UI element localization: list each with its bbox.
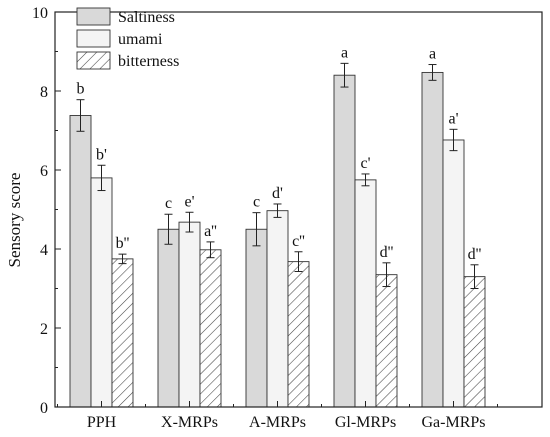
significance-label: d'' bbox=[380, 244, 394, 261]
x-tick-label: A-MRPs bbox=[249, 414, 306, 431]
legend-label-umami: umami bbox=[118, 31, 163, 48]
error-bar-saltiness-ga-mrps bbox=[428, 64, 437, 81]
error-bar-bitterness-x-mrps bbox=[206, 241, 215, 259]
significance-label: a' bbox=[449, 110, 459, 127]
bar-umami-gl-mrps bbox=[354, 179, 377, 408]
error-bar-umami-ga-mrps bbox=[449, 128, 458, 152]
bar-bitterness-gl-mrps bbox=[375, 274, 398, 408]
bar-umami-pph bbox=[90, 177, 113, 408]
error-bar-bitterness-gl-mrps bbox=[382, 262, 391, 288]
error-bar-umami-x-mrps bbox=[185, 211, 194, 233]
error-bar-saltiness-pph bbox=[76, 99, 85, 132]
y-axis-title: Sensory score bbox=[5, 173, 24, 268]
x-tick-label: PPH bbox=[87, 414, 117, 431]
significance-label: c' bbox=[361, 155, 371, 172]
y-tick-label: 4 bbox=[40, 242, 48, 259]
error-bar-umami-gl-mrps bbox=[361, 173, 370, 187]
significance-label: e' bbox=[185, 193, 195, 210]
y-tick-label: 6 bbox=[40, 163, 48, 180]
bar-saltiness-ga-mrps bbox=[421, 71, 444, 408]
bar-umami-x-mrps bbox=[178, 221, 201, 408]
legend-label-bitterness: bitterness bbox=[118, 53, 179, 70]
significance-label: a bbox=[429, 46, 436, 63]
bar-saltiness-x-mrps bbox=[157, 228, 180, 408]
bar-bitterness-pph bbox=[111, 258, 134, 408]
significance-label: a bbox=[341, 44, 348, 61]
legend-label-saltiness: Saltiness bbox=[118, 9, 175, 26]
error-bar-bitterness-pph bbox=[118, 253, 127, 265]
error-bar-bitterness-ga-mrps bbox=[470, 264, 479, 289]
bar-bitterness-ga-mrps bbox=[463, 276, 486, 408]
y-tick-label: 10 bbox=[32, 5, 48, 22]
legend-swatch-saltiness bbox=[76, 7, 111, 26]
y-tick-label: 8 bbox=[40, 84, 48, 101]
error-bar-saltiness-a-mrps bbox=[252, 212, 261, 247]
x-ticks-layer: PPH X-MRPs A-MRPs Gl-MRPs Ga-MRPs bbox=[57, 401, 498, 431]
legend-swatch-bitterness bbox=[76, 51, 111, 70]
significance-labels-layer: b c c a a b' e' d' c' a' b'' a'' c'' d'' d'' bbox=[77, 44, 482, 262]
error-bar-umami-pph bbox=[97, 164, 106, 192]
error-bar-saltiness-gl-mrps bbox=[340, 62, 349, 88]
error-bars-layer bbox=[76, 62, 479, 289]
bar-saltiness-gl-mrps bbox=[333, 74, 356, 408]
bar-umami-a-mrps bbox=[266, 210, 289, 408]
error-bar-bitterness-a-mrps bbox=[294, 251, 303, 273]
bars-layer bbox=[69, 71, 486, 408]
bar-bitterness-a-mrps bbox=[287, 261, 310, 408]
error-bar-saltiness-x-mrps bbox=[164, 213, 173, 245]
legend: Saltiness umami bitterness bbox=[76, 7, 179, 70]
y-tick-label: 2 bbox=[40, 321, 48, 338]
y-tick-label: 0 bbox=[40, 400, 48, 417]
significance-label: a'' bbox=[204, 223, 217, 240]
x-tick-label: Gl-MRPs bbox=[335, 414, 396, 431]
significance-label: d'' bbox=[468, 246, 482, 263]
bar-umami-ga-mrps bbox=[442, 139, 465, 408]
significance-label: b'' bbox=[116, 235, 130, 252]
bar-bitterness-x-mrps bbox=[199, 249, 222, 408]
significance-label: c bbox=[165, 195, 172, 212]
error-bar-umami-a-mrps bbox=[273, 203, 282, 218]
significance-label: b' bbox=[96, 146, 107, 163]
x-tick-label: Ga-MRPs bbox=[421, 414, 485, 431]
bar-saltiness-a-mrps bbox=[245, 228, 268, 408]
significance-label: c'' bbox=[292, 233, 305, 250]
bar-saltiness-pph bbox=[69, 115, 92, 408]
y-ticks-layer: 0 2 4 6 8 10 bbox=[32, 5, 61, 417]
x-tick-label: X-MRPs bbox=[161, 414, 218, 431]
significance-label: d' bbox=[272, 185, 283, 202]
significance-label: b bbox=[77, 81, 85, 98]
significance-label: c bbox=[253, 194, 260, 211]
legend-swatch-umami bbox=[76, 29, 111, 48]
